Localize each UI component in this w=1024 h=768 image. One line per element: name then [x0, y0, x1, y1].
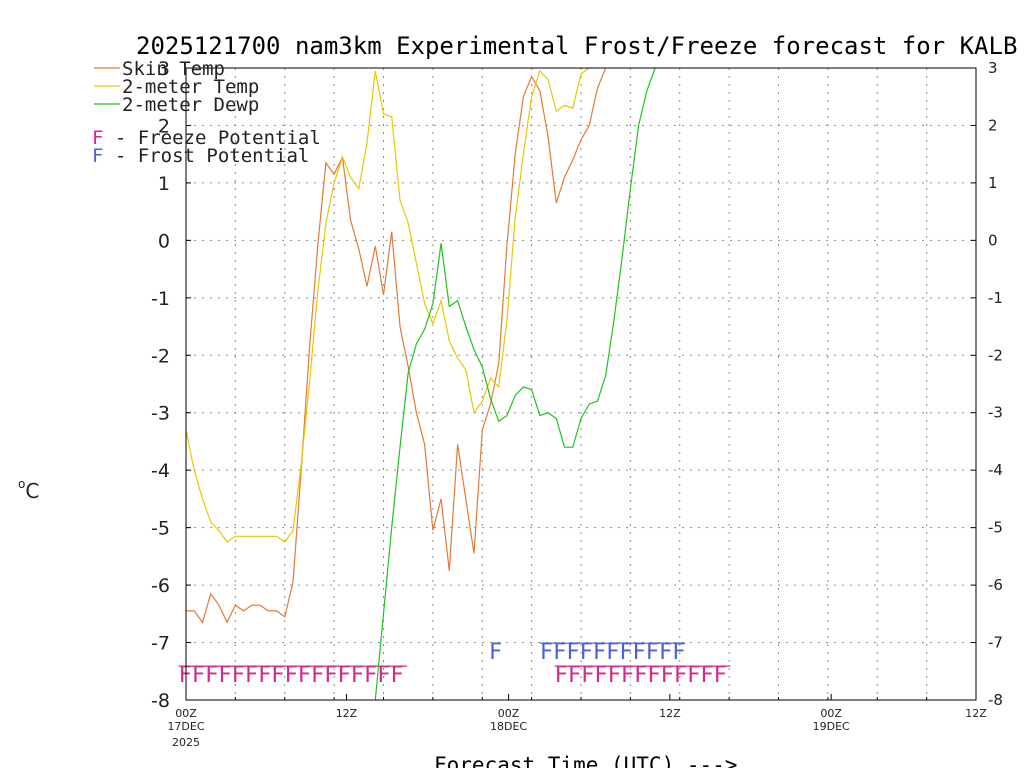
- legend-frost-potential: F - Frost Potential: [92, 145, 309, 167]
- y-tick-label-left: -2: [151, 345, 170, 367]
- y-tick-label-right: 2: [988, 116, 998, 134]
- y-tick-label-right: -2: [988, 346, 1003, 364]
- y-tick-label-right: 1: [988, 174, 998, 192]
- frost-letter: F: [92, 145, 103, 167]
- freeze-marker-run: FFFFFFFFFFFFFFFFF: [179, 663, 404, 688]
- y-tick-label-right: 0: [988, 231, 998, 249]
- frost-label: - Frost Potential: [103, 145, 309, 167]
- unit-letter: C: [25, 479, 39, 503]
- legend-label-2m-dewp: 2-meter Dewp: [122, 94, 259, 116]
- x-tick-label: 12Z: [659, 707, 681, 720]
- x-tick-date: 19DEC: [813, 720, 850, 733]
- series-layer: [186, 68, 656, 700]
- x-tick-label: 12Z: [336, 707, 358, 720]
- x-tick-label: 00Z: [175, 707, 197, 720]
- y-tick-label-right: -8: [988, 691, 1003, 709]
- legend-label-2m-temp: 2-meter Temp: [122, 76, 259, 98]
- y-tick-label-left: 1: [158, 173, 170, 195]
- x-tick-year: 2025: [172, 736, 200, 749]
- y-tick-label-right: -3: [988, 404, 1003, 422]
- y-axis-left: -8 -7 -6 -5 -4 -3 -2 -1 0 1 2 3: [151, 58, 191, 712]
- series-line-2-meter-dewp: [374, 68, 656, 700]
- y-tick-label-left: -1: [151, 288, 170, 310]
- x-tick-date: 18DEC: [490, 720, 527, 733]
- y-tick-label-left: -5: [151, 518, 170, 540]
- freeze-marker-run: FFFFFFFFFFFFF: [555, 663, 727, 688]
- series-line-skin-temp: [186, 68, 607, 624]
- frost-marker-run: F: [489, 640, 502, 665]
- y-tick-label-left: -3: [151, 403, 170, 425]
- series-line-2-meter-temp: [186, 68, 591, 543]
- legend-freeze-potential: F - Freeze Potential: [92, 127, 321, 149]
- y-tick-label-right: -5: [988, 519, 1003, 537]
- frost-marker-run: FFFFFFFFFFF: [540, 640, 686, 665]
- degree-sign: o: [18, 477, 25, 491]
- y-axis-unit: oC: [18, 477, 39, 503]
- x-tick-date: 17DEC: [167, 720, 204, 733]
- legend: Skin Temp 2-meter Temp 2-meter Dewp F - …: [92, 58, 321, 167]
- y-tick-label-right: 3: [988, 59, 998, 77]
- x-axis-label: Forecast Time (UTC) --->: [434, 753, 737, 768]
- y-tick-label-left: -6: [151, 575, 170, 597]
- y-tick-label-left: 0: [158, 230, 170, 252]
- y-tick-label-right: -7: [988, 634, 1003, 652]
- y-tick-label-left: 2: [158, 115, 170, 137]
- y-tick-label-right: -1: [988, 289, 1003, 307]
- legend-label-skin-temp: Skin Temp: [122, 58, 225, 80]
- y-tick-label-right: -6: [988, 576, 1003, 594]
- x-tick-label: 12Z: [965, 707, 987, 720]
- x-tick-label: 00Z: [498, 707, 520, 720]
- y-tick-label-right: -4: [988, 461, 1003, 479]
- x-tick-label: 00Z: [820, 707, 842, 720]
- y-tick-label-left: -4: [151, 460, 170, 482]
- y-tick-label-left: -8: [151, 690, 170, 712]
- y-tick-label-left: -7: [151, 633, 170, 655]
- freeze-letter: F: [92, 127, 103, 149]
- y-tick-label-left: 3: [158, 58, 170, 80]
- chart-title: 2025121700 nam3km Experimental Frost/Fre…: [136, 32, 1017, 60]
- y-axis-right: -8 -7 -6 -5 -4 -3 -2 -1 0 1 2 3: [971, 59, 1003, 709]
- freeze-label: - Freeze Potential: [103, 127, 320, 149]
